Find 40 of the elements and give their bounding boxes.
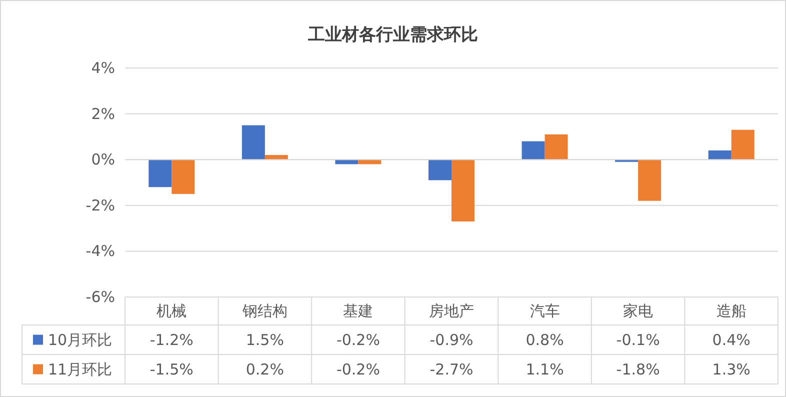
data-label: -0.1% [616, 330, 660, 349]
bar [708, 150, 732, 160]
x-tick-label: 钢结构 [241, 302, 288, 320]
bar [544, 134, 568, 160]
y-tick-label: -6% [86, 288, 115, 306]
data-label: 0.8% [526, 330, 564, 349]
data-label: -0.2% [336, 330, 380, 349]
y-tick-label: 0% [91, 150, 115, 169]
data-label: -1.8% [616, 360, 660, 378]
y-tick-label: 4% [91, 59, 115, 77]
data-label: -1.5% [150, 360, 194, 378]
data-label: 0.2% [246, 360, 284, 378]
x-tick-label: 汽车 [530, 302, 560, 320]
x-tick-label: 房地产 [429, 302, 474, 320]
x-tick-label: 机械 [156, 302, 187, 320]
bar [731, 130, 754, 160]
data-label: -2.7% [430, 360, 474, 378]
bar [522, 141, 545, 160]
data-label: -1.2% [150, 330, 194, 349]
bar [172, 160, 195, 194]
bar [452, 160, 474, 222]
data-label: 0.4% [712, 330, 750, 349]
y-tick-label: 2% [91, 104, 115, 123]
data-label: -0.2% [336, 360, 380, 378]
legend-label: 10月环比 [48, 330, 112, 349]
bar [148, 160, 172, 188]
bar [638, 160, 662, 201]
x-tick-label: 基建 [343, 302, 374, 320]
x-tick-label: 造船 [716, 302, 746, 320]
chart-title: 工业材各行业需求环比 [307, 25, 478, 45]
y-tick-label: -4% [86, 242, 115, 260]
data-label: 1.1% [526, 360, 564, 378]
data-label: 1.3% [712, 360, 750, 378]
bar [428, 160, 452, 180]
legend-label: 11月环比 [48, 360, 112, 378]
data-label: 1.5% [246, 330, 284, 349]
y-tick-label: -2% [86, 196, 115, 214]
x-tick-label: 家电 [623, 302, 654, 320]
data-label: -0.9% [430, 330, 474, 349]
bar [242, 125, 265, 160]
